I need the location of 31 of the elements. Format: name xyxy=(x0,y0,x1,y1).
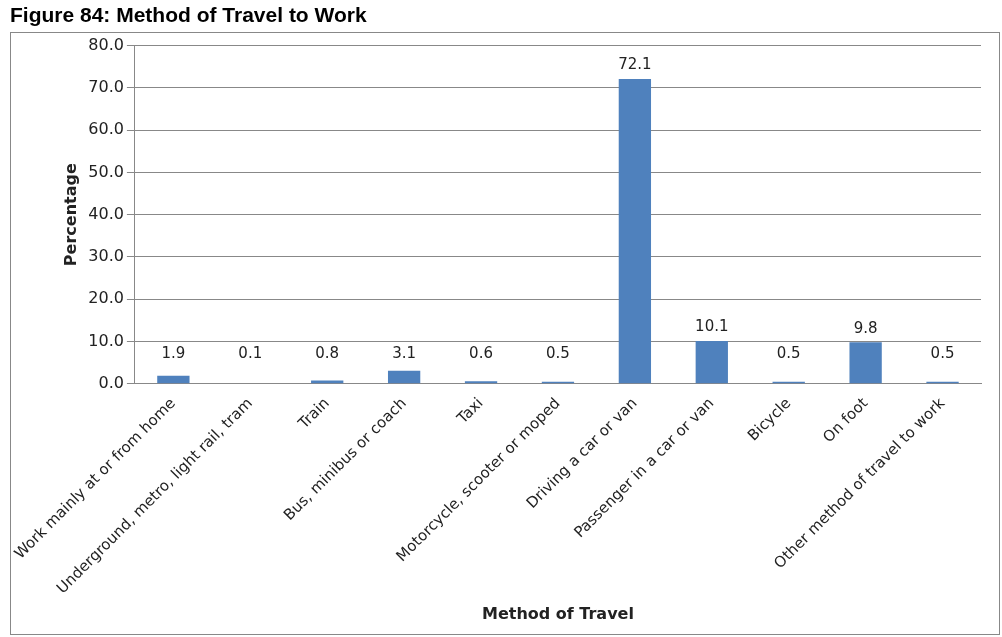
bar xyxy=(618,79,652,384)
y-tick-label: 40.0 xyxy=(88,203,124,223)
data-label: 10.1 xyxy=(695,317,729,336)
bar xyxy=(311,380,344,384)
bar xyxy=(157,375,190,384)
data-label: 3.1 xyxy=(392,344,417,363)
x-axis-title: Method of Travel xyxy=(481,603,634,623)
bar xyxy=(695,341,728,384)
y-tick-label: 50.0 xyxy=(88,161,124,181)
data-label: 1.9 xyxy=(161,344,186,363)
bar xyxy=(387,370,421,384)
y-tick-label: 10.0 xyxy=(88,330,124,350)
data-label: 0.6 xyxy=(469,344,493,363)
bar xyxy=(464,381,498,384)
data-label: 0.5 xyxy=(546,344,570,363)
data-label: 72.1 xyxy=(618,55,652,74)
data-label: 0.5 xyxy=(776,344,801,363)
x-tick-label: Taxi xyxy=(452,394,487,428)
data-label: 0.8 xyxy=(315,344,340,363)
bar xyxy=(849,342,882,384)
data-label: 9.8 xyxy=(853,318,878,337)
y-tick-label: 60.0 xyxy=(88,119,124,139)
chart-title: Figure 84: Method of Travel to Work xyxy=(10,2,368,28)
data-label: 0.5 xyxy=(930,344,955,363)
y-axis-title: Percentage xyxy=(60,163,80,267)
data-label: 0.1 xyxy=(238,344,263,363)
y-tick-label: 20.0 xyxy=(88,288,124,308)
y-tick-label: 0.0 xyxy=(98,372,124,392)
y-tick-label: 30.0 xyxy=(88,246,124,266)
y-tick-label: 70.0 xyxy=(88,77,124,97)
y-tick-label: 80.0 xyxy=(88,34,124,54)
